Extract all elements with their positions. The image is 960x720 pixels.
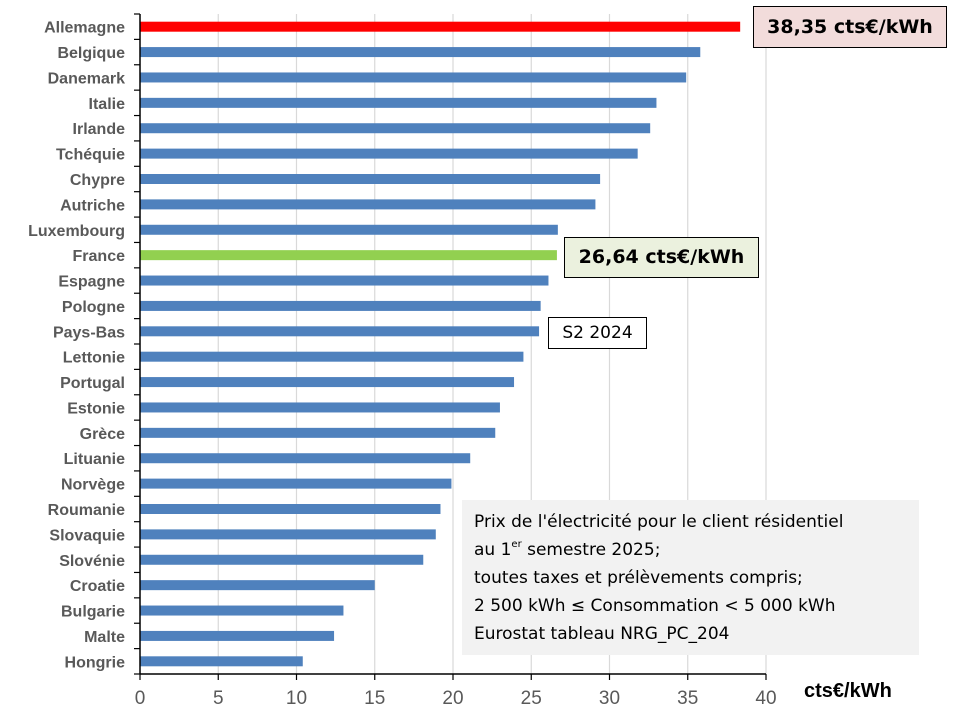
bar-luxembourg [140,224,558,235]
x-tick-label: 15 [364,688,385,709]
category-label: Norvège [61,477,125,494]
bar-estonie [140,402,500,413]
bar-france [140,250,557,261]
bar-tch-quie [140,148,638,159]
bar-norv-ge [140,478,452,489]
category-label: Allemagne [44,20,125,37]
axes [134,13,767,680]
category-label: Grèce [80,426,125,443]
category-label: Hongrie [65,654,126,671]
category-label: France [73,248,126,265]
bar-lettonie [140,351,524,362]
bar-irlande [140,123,651,134]
bars [140,21,741,667]
bar-pologne [140,300,541,311]
bar-pays-bas [140,326,540,337]
bar-hongrie [140,656,303,667]
x-tick-label: 40 [755,688,776,709]
category-label: Danemark [48,70,125,87]
category-labels: Allemagne Belgique Danemark Italie Irlande Tc… [28,20,125,672]
category-label: Bulgarie [61,604,125,621]
bar-slovaquie [140,529,436,540]
bar-belgique [140,47,701,58]
category-label: Italie [89,96,126,113]
category-label: Tchéquie [56,147,125,164]
bar-chypre [140,174,601,184]
category-label: Croatie [70,578,125,595]
category-label: Lettonie [63,350,125,367]
source-note: Prix de l'électricité pour le client rés… [462,500,919,655]
category-label: Belgique [57,45,125,62]
x-tick-label: 20 [442,688,463,709]
note-line-4: 2 500 kWh ≤ Consommation < 5 000 kWh [474,596,836,616]
note-line-2-pre: au 1 [474,540,512,560]
x-tick-label: 30 [599,688,620,709]
bar-lituanie [140,453,471,464]
note-line-2-sup: er [511,539,522,550]
annotation-france: 26,64 cts€/kWh [564,237,759,278]
x-tick-label: 0 [135,688,146,709]
bar-malte [140,630,335,641]
category-label: Slovénie [59,553,125,570]
annotation-allemagne: 38,35 cts€/kWh [753,6,947,48]
category-label: Portugal [60,375,125,392]
category-label: Luxembourg [28,223,125,240]
note-line-2-post: semestre 2025; [521,540,661,560]
x-tick-label: 5 [213,688,224,709]
x-tick-label: 25 [521,688,542,709]
note-line-2: au 1er semestre 2025; [474,536,907,564]
bar-autriche [140,199,596,210]
note-line-1: Prix de l'électricité pour le client rés… [474,512,844,532]
bar-espagne [140,275,549,286]
category-label: Slovaquie [49,527,125,544]
category-label: Pologne [62,299,125,316]
x-tick-label: 35 [677,688,698,709]
bar-danemark [140,72,687,83]
x-tick-label: 10 [286,688,307,709]
bar-gr-ce [140,427,496,438]
bar-croatie [140,580,375,591]
category-label: Espagne [58,274,125,291]
category-label: Pays-Bas [53,324,125,341]
note-line-5: Eurostat tableau NRG_PC_204 [474,624,730,644]
category-label: Roumanie [48,502,125,519]
x-tick-labels: 0 5 10 15 20 25 30 35 40 [135,688,777,709]
bar-portugal [140,377,515,388]
category-label: Estonie [67,400,125,417]
bar-bulgarie [140,605,344,616]
annotation-period: S2 2024 [548,317,647,349]
category-label: Autriche [60,197,125,214]
category-label: Chypre [70,172,125,189]
category-label: Lituanie [64,451,125,468]
note-line-3: toutes taxes et prélèvements compris; [474,568,803,588]
x-axis-unit-label: cts€/kWh [804,680,892,702]
bar-roumanie [140,504,441,514]
bar-allemagne [140,21,741,32]
bar-italie [140,97,657,108]
category-label: Malte [84,629,125,646]
bar-slov-nie [140,554,424,565]
category-label: Irlande [73,121,126,138]
